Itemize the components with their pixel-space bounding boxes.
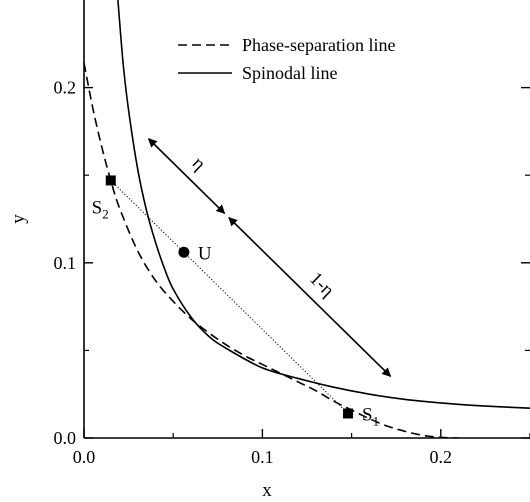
legend-label-spinodal-line: Spinodal line <box>242 63 338 83</box>
double-arrow-eta <box>147 138 226 215</box>
series-line-spinodal-line <box>117 0 530 410</box>
y-tick-label: 0.1 <box>54 253 77 273</box>
axes-layer: 0.0 0.1 0.2 0.0 0.1 0.2 x y <box>8 0 530 501</box>
y-tick-label: 0.2 <box>54 78 77 98</box>
y-tick-label: 0.0 <box>54 428 77 448</box>
point-label-s2: S2 <box>92 197 109 221</box>
point-marker-u <box>178 246 190 258</box>
point-label-u: U <box>198 243 212 264</box>
series-line-phase-separation-line <box>84 62 459 438</box>
legend: Phase-separation line Spinodal line <box>178 35 395 83</box>
legend-label-phase-separation-line: Phase-separation line <box>242 35 395 55</box>
arrow-label-eta: η <box>188 153 210 175</box>
x-axis-title: x <box>262 480 272 501</box>
x-tick-label: 0.1 <box>251 447 274 467</box>
x-tick-label: 0.0 <box>73 447 96 467</box>
point-label-s1: S1 <box>362 404 379 428</box>
points-layer: S2 U S1 <box>92 175 379 428</box>
point-marker-s1 <box>343 408 354 419</box>
point-marker-s2 <box>105 175 116 186</box>
y-axis-title: y <box>8 214 29 224</box>
double-arrow-one-minus-eta <box>228 216 392 377</box>
tie-line <box>110 180 349 414</box>
x-tick-label: 0.2 <box>430 447 453 467</box>
